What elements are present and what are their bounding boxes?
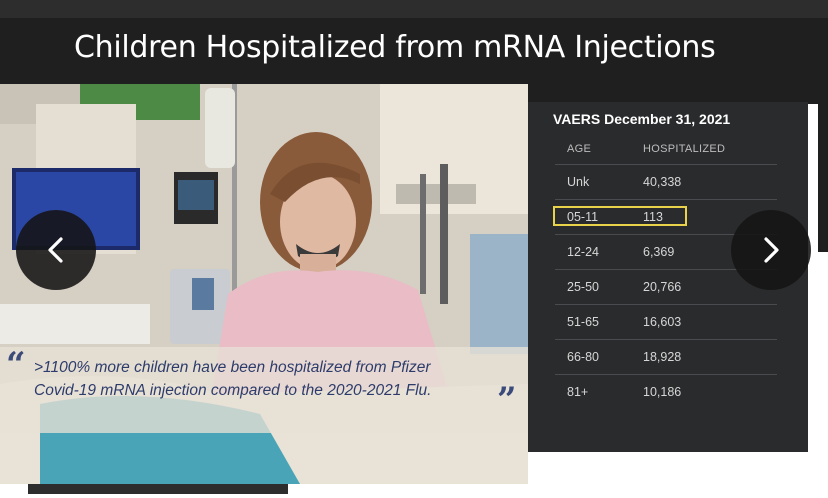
table-row: 81+ 10,186 <box>555 375 777 409</box>
row-age: 51-65 <box>567 315 599 329</box>
quote-band <box>0 347 528 433</box>
next-slide-button[interactable] <box>731 210 811 290</box>
row-hospitalized: 16,603 <box>643 315 682 329</box>
title-bar: Children Hospitalized from mRNA Injectio… <box>0 18 828 84</box>
table-header-row: AGE HOSPITALIZED <box>555 134 777 165</box>
row-hospitalized: 20,766 <box>643 280 682 294</box>
slide-title: Children Hospitalized from mRNA Injectio… <box>74 30 716 65</box>
side-dark-band <box>528 84 828 104</box>
quote-text: >1100% more children have been hospitali… <box>34 356 504 402</box>
row-hospitalized: 6,369 <box>643 245 675 259</box>
table-row-highlighted: 05-11 113 <box>553 200 777 235</box>
table-row: 12-24 6,369 <box>555 235 777 270</box>
hospitalization-table: AGE HOSPITALIZED Unk 40,338 05-11 113 12… <box>553 134 777 409</box>
row-age: 81+ <box>567 385 589 399</box>
open-quote-mark: “ <box>6 345 26 385</box>
previous-slide-button[interactable] <box>16 210 96 290</box>
quote-line-1: >1100% more children have been hospitali… <box>34 359 431 376</box>
chevron-left-icon <box>48 237 63 263</box>
row-hospitalized: 10,186 <box>643 385 682 399</box>
chevron-right-icon <box>764 237 779 263</box>
row-age: 05-11 <box>567 210 599 224</box>
table-title: VAERS December 31, 2021 <box>553 111 731 127</box>
row-age: Unk <box>567 175 590 189</box>
vaers-table-panel: VAERS December 31, 2021 AGE HOSPITALIZED… <box>528 102 808 452</box>
row-age: 25-50 <box>567 280 599 294</box>
highlight-box <box>553 206 687 226</box>
table-row: 66-80 18,928 <box>555 340 777 375</box>
table-row: 25-50 20,766 <box>555 270 777 305</box>
row-age: 12-24 <box>567 245 599 259</box>
close-quote-mark: ” <box>497 380 517 420</box>
table-row: Unk 40,338 <box>555 165 777 200</box>
row-hospitalized: 113 <box>643 210 663 224</box>
table-row: 51-65 16,603 <box>555 305 777 340</box>
top-strip <box>0 0 828 18</box>
header-hospitalized: HOSPITALIZED <box>643 143 726 155</box>
right-edge-band <box>818 84 828 252</box>
row-hospitalized: 18,928 <box>643 350 682 364</box>
quote-line-2: Covid-19 mRNA injection compared to the … <box>34 382 432 399</box>
row-hospitalized: 40,338 <box>643 175 682 189</box>
bottom-dark-bar <box>28 484 288 494</box>
row-age: 66-80 <box>567 350 599 364</box>
header-age: AGE <box>567 143 592 155</box>
